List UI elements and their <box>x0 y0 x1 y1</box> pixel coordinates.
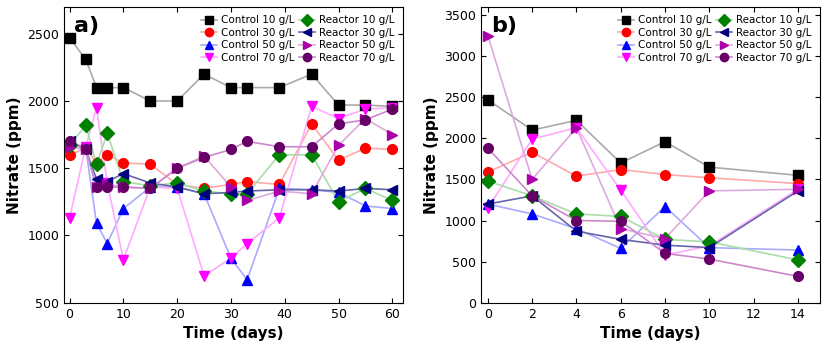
Text: a): a) <box>74 16 99 36</box>
Legend: Control 10 g/L, Control 30 g/L, Control 50 g/L, Control 70 g/L, Reactor 10 g/L, : Control 10 g/L, Control 30 g/L, Control … <box>614 12 815 66</box>
Y-axis label: Nitrate (ppm): Nitrate (ppm) <box>7 96 22 214</box>
X-axis label: Time (days): Time (days) <box>600 326 700 341</box>
Y-axis label: Nitrate (ppm): Nitrate (ppm) <box>424 96 439 214</box>
X-axis label: Time (days): Time (days) <box>184 326 284 341</box>
Text: b): b) <box>491 16 518 36</box>
Legend: Control 10 g/L, Control 30 g/L, Control 50 g/L, Control 70 g/L, Reactor 10 g/L, : Control 10 g/L, Control 30 g/L, Control … <box>198 12 398 66</box>
